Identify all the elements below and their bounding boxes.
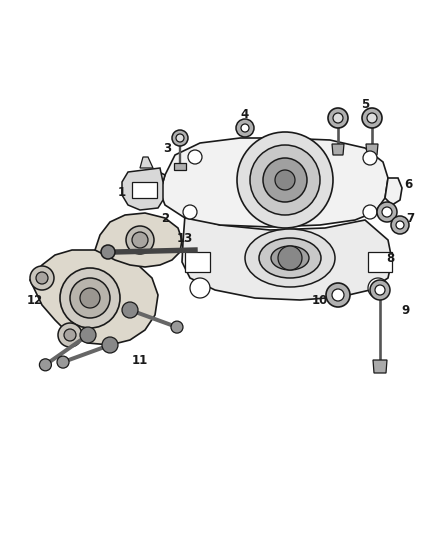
- Polygon shape: [185, 252, 210, 272]
- Circle shape: [237, 132, 333, 228]
- Circle shape: [176, 134, 184, 142]
- Circle shape: [101, 245, 115, 259]
- Circle shape: [250, 145, 320, 215]
- Circle shape: [241, 124, 249, 132]
- Circle shape: [171, 321, 183, 333]
- Text: 11: 11: [132, 353, 148, 367]
- Circle shape: [278, 246, 302, 270]
- Circle shape: [80, 327, 96, 343]
- Circle shape: [275, 170, 295, 190]
- Circle shape: [190, 278, 210, 298]
- Circle shape: [39, 359, 51, 371]
- Text: 6: 6: [404, 179, 412, 191]
- Polygon shape: [148, 170, 165, 202]
- Circle shape: [363, 205, 377, 219]
- Text: 10: 10: [312, 294, 328, 306]
- Text: 8: 8: [386, 252, 394, 264]
- Circle shape: [102, 337, 118, 353]
- Circle shape: [64, 329, 76, 341]
- Circle shape: [80, 288, 100, 308]
- Text: 13: 13: [177, 231, 193, 245]
- Text: 7: 7: [406, 212, 414, 224]
- Polygon shape: [182, 215, 392, 300]
- Circle shape: [30, 266, 54, 290]
- Circle shape: [36, 272, 48, 284]
- Circle shape: [126, 226, 154, 254]
- Circle shape: [396, 221, 404, 229]
- Circle shape: [370, 280, 390, 300]
- Circle shape: [57, 356, 69, 368]
- Circle shape: [382, 207, 392, 217]
- Polygon shape: [373, 360, 387, 373]
- Polygon shape: [95, 213, 182, 267]
- Text: 3: 3: [163, 141, 171, 155]
- Polygon shape: [122, 168, 163, 210]
- Text: 4: 4: [241, 109, 249, 122]
- Circle shape: [172, 130, 188, 146]
- Circle shape: [236, 119, 254, 137]
- Ellipse shape: [259, 238, 321, 278]
- Text: 12: 12: [27, 294, 43, 306]
- Circle shape: [332, 289, 344, 301]
- Circle shape: [362, 108, 382, 128]
- Polygon shape: [366, 144, 378, 155]
- Circle shape: [188, 150, 202, 164]
- Circle shape: [263, 158, 307, 202]
- Circle shape: [328, 108, 348, 128]
- Ellipse shape: [271, 246, 309, 270]
- Circle shape: [132, 232, 148, 248]
- Text: 9: 9: [401, 303, 409, 317]
- Polygon shape: [332, 144, 344, 155]
- Circle shape: [183, 205, 197, 219]
- Circle shape: [60, 268, 120, 328]
- Circle shape: [326, 283, 350, 307]
- Polygon shape: [160, 138, 388, 227]
- Circle shape: [391, 216, 409, 234]
- Text: 1: 1: [118, 187, 126, 199]
- Polygon shape: [140, 157, 153, 168]
- Text: 2: 2: [161, 212, 169, 224]
- Polygon shape: [385, 178, 402, 205]
- Ellipse shape: [245, 229, 335, 287]
- Polygon shape: [30, 250, 158, 345]
- Circle shape: [333, 113, 343, 123]
- Circle shape: [377, 202, 397, 222]
- Circle shape: [368, 278, 388, 298]
- Circle shape: [367, 113, 377, 123]
- Polygon shape: [174, 163, 186, 170]
- Polygon shape: [368, 252, 392, 272]
- Circle shape: [122, 302, 138, 318]
- Polygon shape: [132, 182, 157, 198]
- Circle shape: [70, 278, 110, 318]
- Circle shape: [375, 285, 385, 295]
- Circle shape: [58, 323, 82, 347]
- Circle shape: [363, 151, 377, 165]
- Text: 5: 5: [361, 99, 369, 111]
